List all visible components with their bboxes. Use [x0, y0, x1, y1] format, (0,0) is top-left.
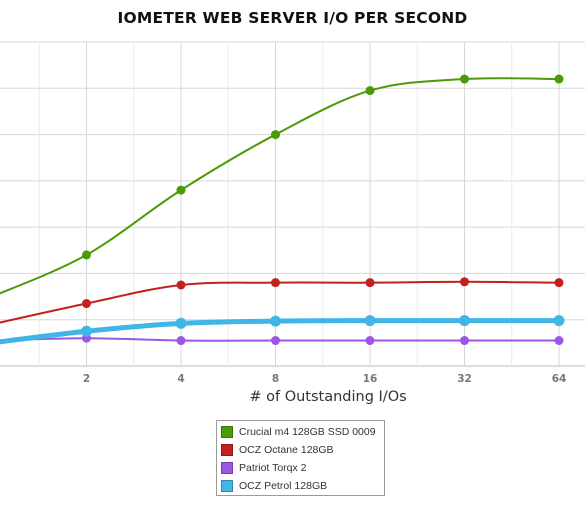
series-patriot-torqx-2: [0, 333, 564, 346]
series-crucial-m4-128gb-ssd-0009: [0, 74, 564, 295]
grid: [0, 41, 585, 367]
legend-label: Crucial m4 128GB SSD 0009: [239, 426, 376, 438]
x-tick-label: 2: [83, 373, 90, 385]
legend-item: Patriot Torqx 2: [221, 459, 384, 477]
legend-item: OCZ Petrol 128GB: [221, 477, 384, 495]
data-point: [81, 325, 92, 337]
legend-item: Crucial m4 128GB SSD 0009: [221, 423, 384, 441]
x-tick-label: 4: [177, 373, 184, 385]
data-point: [271, 278, 280, 288]
data-point: [271, 336, 280, 346]
data-point: [554, 336, 564, 346]
legend: Crucial m4 128GB SSD 0009 OCZ Octane 128G…: [216, 420, 385, 496]
data-point: [460, 336, 469, 346]
data-point: [365, 278, 375, 288]
data-point: [270, 315, 281, 327]
legend-label: OCZ Petrol 128GB: [239, 480, 328, 492]
x-tick-label: 16: [363, 373, 378, 385]
data-point: [364, 315, 376, 327]
data-point: [175, 317, 187, 329]
legend-label: Patriot Torqx 2: [239, 462, 307, 474]
series-ocz-octane-128gb: [0, 277, 564, 324]
x-tick-label: 8: [272, 373, 279, 385]
data-point: [554, 74, 564, 84]
data-point: [460, 74, 469, 84]
series-ocz-petrol-128gb: [0, 315, 565, 345]
data-point: [365, 86, 375, 96]
data-point: [176, 185, 186, 195]
data-point: [459, 315, 470, 327]
x-tick-label: 32: [457, 373, 472, 385]
data-point: [176, 280, 186, 290]
x-axis-title: # of Outstanding I/Os: [249, 389, 407, 405]
legend-item: OCZ Octane 128GB: [221, 441, 384, 459]
data-point: [82, 250, 91, 260]
data-point: [271, 130, 280, 140]
legend-swatch: [221, 444, 233, 456]
chart-title: IOMETER WEB SERVER I/O PER SECOND: [117, 9, 468, 27]
data-point: [82, 299, 91, 309]
data-point: [365, 336, 375, 346]
legend-swatch: [221, 480, 233, 492]
data-point: [553, 315, 565, 327]
data-point: [554, 278, 564, 288]
data-point: [460, 277, 469, 287]
data-point: [176, 336, 186, 346]
series-line: [0, 77, 560, 295]
legend-swatch: [221, 462, 233, 474]
legend-label: OCZ Octane 128GB: [239, 444, 334, 456]
x-axis-ticks: 2 4 8 16 32 64: [83, 373, 566, 385]
x-tick-label: 64: [552, 373, 567, 385]
legend-swatch: [221, 426, 233, 438]
